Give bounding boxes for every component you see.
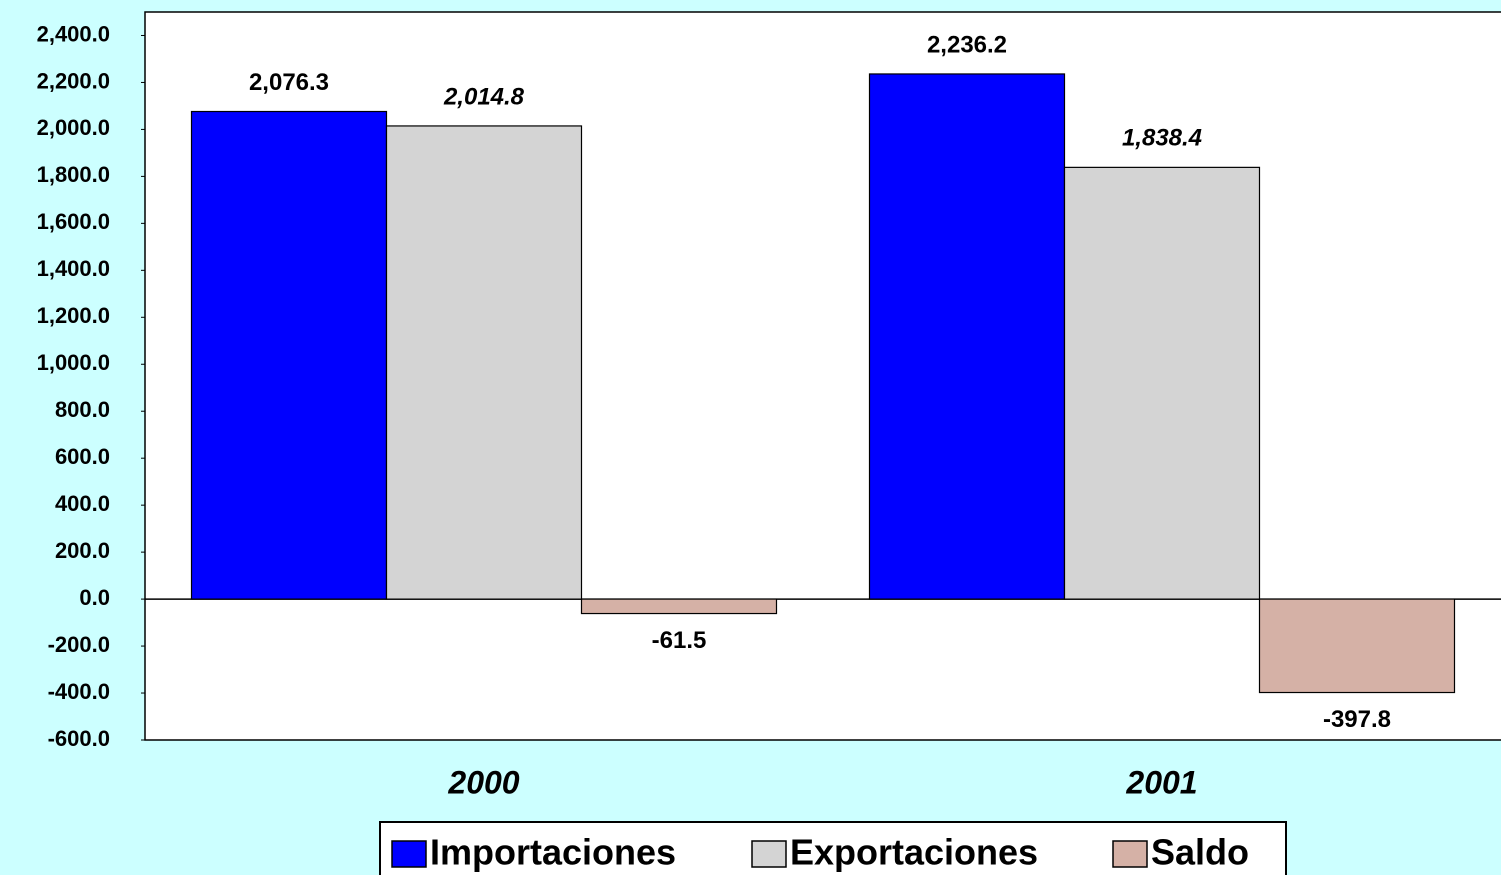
bar [1063, 166, 1261, 600]
legend-swatch [751, 840, 787, 868]
y-tick-label: -400.0 [48, 679, 110, 704]
y-tick-label: -200.0 [48, 632, 110, 657]
y-tick-label: 400.0 [55, 491, 110, 516]
legend-label: Exportaciones [790, 832, 1038, 873]
data-label: 2,014.8 [443, 83, 525, 110]
y-tick-label: 200.0 [55, 538, 110, 563]
x-tick-label: 2001 [1125, 764, 1197, 800]
y-tick-label: 800.0 [55, 397, 110, 422]
legend-label: Saldo [1151, 832, 1249, 873]
x-tick-label: 2000 [447, 764, 519, 800]
bar [1258, 598, 1456, 694]
data-label: -61.5 [652, 627, 707, 654]
y-tick-label: 0.0 [79, 585, 110, 610]
y-tick-label: 1,000.0 [37, 350, 110, 375]
y-tick-label: 600.0 [55, 444, 110, 469]
bar [190, 110, 388, 600]
y-tick-label: 1,200.0 [37, 303, 110, 328]
y-tick-label: 2,000.0 [37, 115, 110, 140]
bar [385, 125, 583, 600]
data-label: -397.8 [1323, 706, 1391, 733]
y-tick-label: 1,600.0 [37, 209, 110, 234]
legend-swatch [391, 840, 427, 868]
y-tick-label: 2,200.0 [37, 68, 110, 93]
legend-swatch [1112, 840, 1148, 868]
data-label: 2,236.2 [927, 31, 1007, 58]
y-tick-label: 1,800.0 [37, 162, 110, 187]
bar [868, 73, 1066, 600]
data-label: 1,838.4 [1122, 125, 1202, 152]
y-tick-label: 1,400.0 [37, 256, 110, 281]
y-tick-label: 2,400.0 [37, 21, 110, 46]
y-tick-label: -600.0 [48, 726, 110, 751]
bar [580, 598, 778, 615]
data-label: 2,076.3 [249, 69, 329, 96]
legend-label: Importaciones [430, 832, 676, 873]
